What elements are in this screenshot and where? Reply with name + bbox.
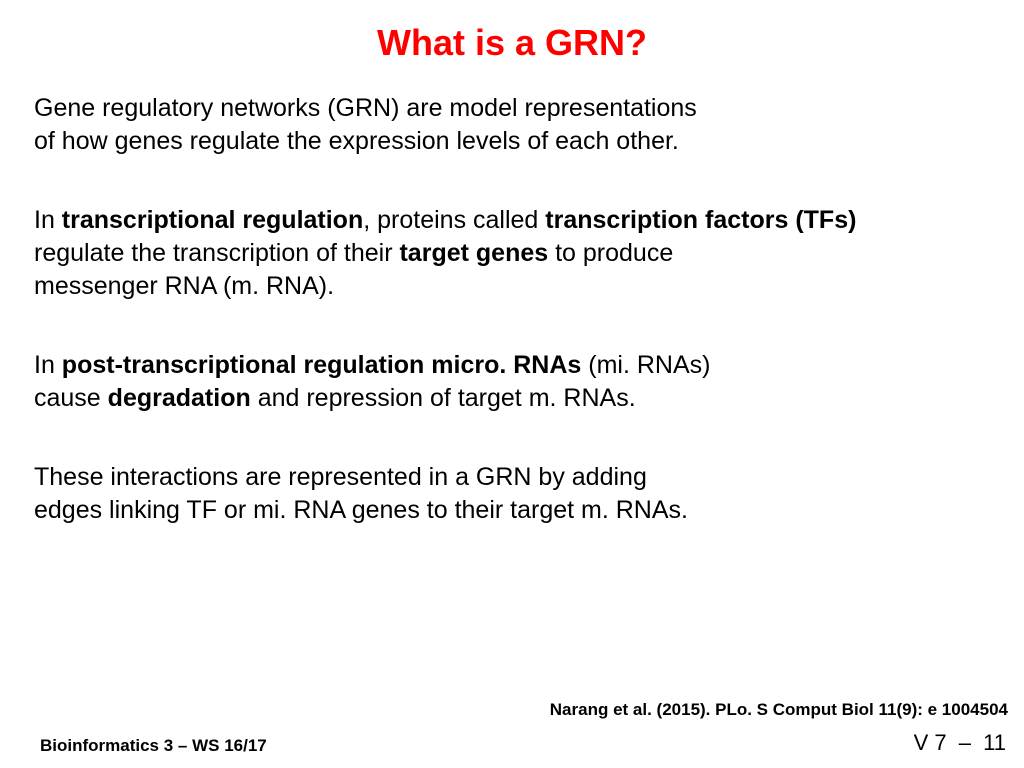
footer-left: Bioinformatics 3 – WS 16/17 [40, 736, 267, 756]
page-number: 11 [983, 730, 1006, 756]
paragraph-3: In post-transcriptional regulation micro… [34, 349, 990, 415]
p2-bold1: transcriptional regulation [62, 206, 363, 234]
p1-line1: Gene regulatory networks (GRN) are model… [34, 94, 697, 122]
slide: What is a GRN? Gene regulatory networks … [0, 0, 1024, 768]
citation: Narang et al. (2015). PLo. S Comput Biol… [550, 700, 1008, 720]
footer-right: V 7 – 11 [914, 730, 1006, 756]
p1-line2: of how genes regulate the expression lev… [34, 127, 679, 155]
p3-l2-pre: cause [34, 384, 108, 412]
p4-line1: These interactions are represented in a … [34, 463, 647, 491]
p3-mid1: (mi. RNAs) [588, 351, 710, 379]
p4-line2: edges linking TF or mi. RNA genes to the… [34, 496, 688, 524]
paragraph-1: Gene regulatory networks (GRN) are model… [34, 92, 990, 158]
p2-l2-pre: regulate the transcription of their [34, 239, 399, 267]
slide-title: What is a GRN? [34, 22, 990, 64]
footer-dash: – [953, 730, 977, 756]
footer-lecture-number: V 7 [914, 730, 947, 756]
p2-mid1: , proteins called [363, 206, 545, 234]
p2-l2-bold: target genes [399, 239, 548, 267]
paragraph-2: In transcriptional regulation, proteins … [34, 204, 990, 303]
p3-pre1: In [34, 351, 62, 379]
p2-l2-post: to produce [548, 239, 673, 267]
p3-l2-post: and repression of target m. RNAs. [251, 384, 636, 412]
p2-pre1: In [34, 206, 62, 234]
p2-bold2: transcription factors (TFs) [545, 206, 856, 234]
paragraph-4: These interactions are represented in a … [34, 461, 990, 527]
p3-l2-bold: degradation [108, 384, 251, 412]
slide-body: Gene regulatory networks (GRN) are model… [34, 92, 990, 527]
p3-bold1: post-transcriptional regulation micro. R… [62, 351, 588, 379]
p2-l3: messenger RNA (m. RNA). [34, 272, 334, 300]
